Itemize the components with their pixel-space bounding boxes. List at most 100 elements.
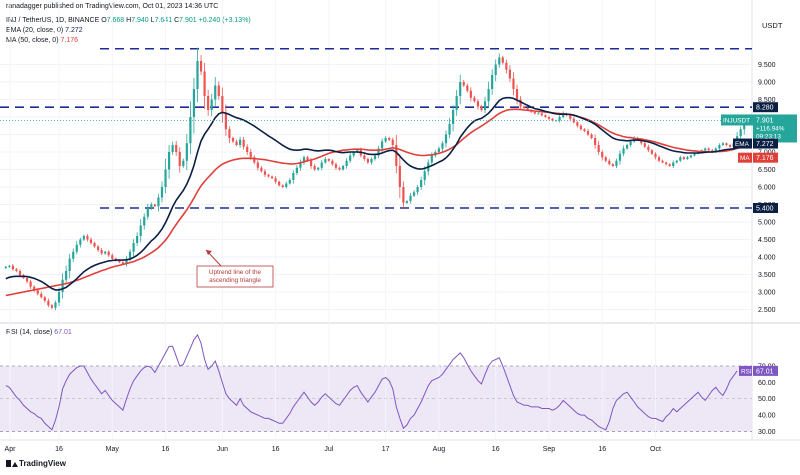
candle-body[interactable] (207, 96, 210, 110)
candle-body[interactable] (512, 78, 515, 90)
candle-body[interactable] (341, 166, 345, 170)
symbol-name[interactable]: INJ / TetherUS, 1D, BINANCE (6, 17, 100, 24)
candle-body[interactable] (725, 143, 728, 145)
ma-legend[interactable]: MA (50, close, 0) 7.176 (6, 37, 79, 44)
candle-body[interactable] (171, 145, 174, 152)
candle-body[interactable] (473, 97, 476, 102)
candle-body[interactable] (654, 153, 657, 158)
candle-body[interactable] (210, 99, 213, 111)
candle-body[interactable] (480, 106, 483, 111)
candle-body[interactable] (349, 155, 352, 161)
candle-body[interactable] (249, 152, 252, 158)
candle-body[interactable] (199, 61, 203, 72)
candle-body[interactable] (157, 197, 160, 207)
candle-body[interactable] (622, 148, 625, 154)
candle-body[interactable] (576, 122, 579, 126)
candle-body[interactable] (327, 159, 330, 161)
candle-body[interactable] (75, 244, 78, 252)
ma-50-line[interactable] (5, 108, 745, 297)
candle-body[interactable] (61, 279, 64, 292)
candle-body[interactable] (739, 129, 742, 137)
candle-body[interactable] (494, 64, 497, 76)
candle-body[interactable] (455, 96, 458, 110)
candle-body[interactable] (611, 164, 614, 166)
candle-body[interactable] (483, 101, 487, 110)
candle-body[interactable] (93, 243, 96, 247)
candle-body[interactable] (281, 185, 284, 187)
candle-body[interactable] (452, 110, 455, 124)
candle-body[interactable] (270, 176, 274, 179)
candle-body[interactable] (288, 180, 291, 184)
candle-body[interactable] (331, 160, 334, 165)
candle-body[interactable] (405, 201, 409, 203)
candle-body[interactable] (391, 139, 394, 145)
candle-body[interactable] (554, 120, 558, 122)
candle-body[interactable] (373, 155, 377, 160)
candle-body[interactable] (214, 85, 217, 100)
candle-body[interactable] (299, 162, 302, 168)
candle-body[interactable] (143, 216, 146, 226)
candle-body[interactable] (242, 139, 245, 147)
candle-body[interactable] (324, 159, 327, 163)
candle-body[interactable] (40, 293, 43, 298)
candle-body[interactable] (526, 108, 529, 110)
candle-body[interactable] (128, 251, 132, 259)
candle-body[interactable] (182, 160, 185, 166)
candle-body[interactable] (395, 145, 398, 166)
candle-body[interactable] (682, 157, 685, 159)
candle-body[interactable] (459, 82, 462, 96)
candle-body[interactable] (29, 281, 32, 287)
candle-body[interactable] (153, 204, 156, 207)
candle-body[interactable] (441, 143, 444, 149)
tradingview-logo[interactable]: TradingView (6, 459, 66, 468)
candle-body[interactable] (36, 290, 39, 294)
candle-body[interactable] (657, 157, 661, 161)
candle-body[interactable] (72, 251, 75, 259)
candle-body[interactable] (430, 155, 433, 163)
candle-body[interactable] (100, 250, 103, 254)
candle-body[interactable] (643, 143, 646, 147)
candle-body[interactable] (89, 239, 93, 244)
candle-body[interactable] (665, 162, 668, 165)
candle-body[interactable] (338, 167, 341, 170)
candle-body[interactable] (686, 157, 689, 159)
candle-body[interactable] (728, 145, 732, 147)
candle-body[interactable] (583, 129, 586, 131)
candle-body[interactable] (104, 251, 107, 254)
candle-body[interactable] (164, 169, 167, 188)
candle-body[interactable] (466, 85, 469, 91)
candle-body[interactable] (302, 157, 306, 163)
candle-body[interactable] (679, 157, 682, 161)
candle-body[interactable] (136, 236, 139, 243)
candle-body[interactable] (444, 134, 448, 144)
candle-body[interactable] (356, 150, 359, 152)
ema-20-line[interactable] (5, 96, 745, 291)
candle-body[interactable] (121, 262, 125, 264)
candle-body[interactable] (501, 57, 504, 63)
candle-body[interactable] (132, 243, 135, 252)
candle-body[interactable] (412, 192, 416, 196)
candle-body[interactable] (629, 141, 632, 146)
candle-body[interactable] (491, 75, 494, 89)
candle-body[interactable] (416, 187, 419, 193)
candle-body[interactable] (601, 152, 604, 158)
candle-body[interactable] (668, 164, 671, 166)
candle-body[interactable] (167, 152, 171, 170)
candle-body[interactable] (235, 141, 238, 146)
candle-body[interactable] (718, 145, 721, 149)
candle-body[interactable] (274, 178, 277, 182)
candle-body[interactable] (476, 101, 480, 107)
candle-body[interactable] (221, 96, 224, 114)
candle-body[interactable] (625, 145, 629, 149)
candle-body[interactable] (380, 141, 384, 149)
candle-body[interactable] (8, 265, 11, 267)
candle-body[interactable] (508, 69, 512, 79)
candle-body[interactable] (533, 111, 536, 114)
candle-body[interactable] (278, 181, 281, 186)
candle-body[interactable] (295, 167, 298, 173)
candle-body[interactable] (47, 300, 50, 306)
candle-body[interactable] (640, 139, 643, 144)
candle-body[interactable] (558, 117, 561, 121)
candle-body[interactable] (402, 187, 405, 203)
candle-body[interactable] (498, 57, 501, 65)
